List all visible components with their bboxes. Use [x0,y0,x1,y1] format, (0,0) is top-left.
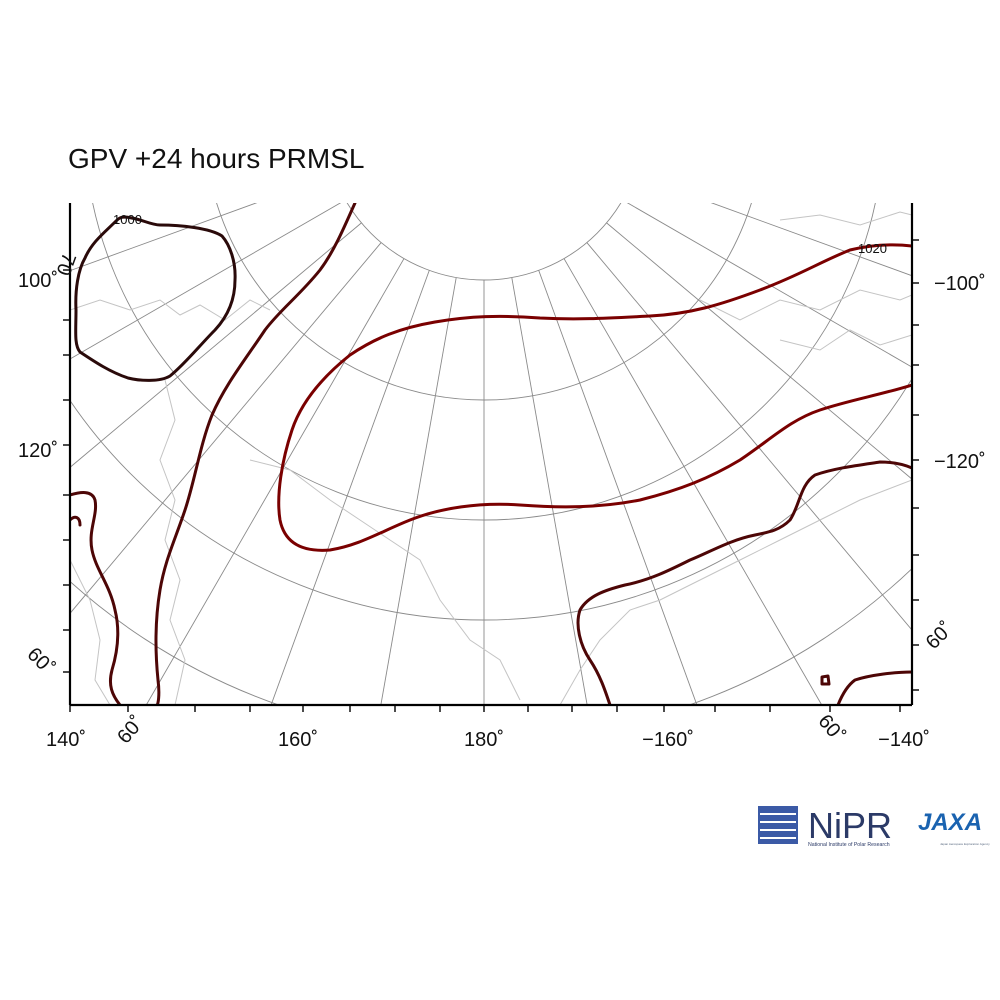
label-bottom-140: 140˚ [46,729,86,751]
label-left-100: 100˚ [18,270,58,292]
label-bottom-60-right: 60˚ [814,711,849,747]
meridian-line [586,242,912,631]
meridian-line [270,270,430,705]
meridian-line [70,203,342,360]
pressure-contours [70,203,912,705]
meridian-line [145,258,405,705]
coast-siberia-east [159,379,186,705]
contour-1020-high-loop [277,243,912,552]
meridian-line [511,277,588,705]
coast-canada-islands [779,329,912,351]
meridian-line [710,203,912,277]
map-title: GPV +24 hours PRMSL [68,143,365,174]
contour-small-island [820,674,831,686]
meridian-line [606,222,912,480]
label-bottom-180: 180˚ [464,729,504,751]
label-left-60: 60˚ [23,643,59,679]
contour-west-diagonal [154,203,357,705]
contour-far-west [70,491,122,705]
contour-south-alaska [576,460,912,705]
nipr-logo-text: NiPR [808,805,892,846]
meridian-line [380,277,457,705]
coast-kamchatka [70,559,111,705]
frame-ticks [63,239,919,712]
contour-southeast-corner [836,670,912,705]
coast-siberia-north [70,299,271,321]
coast-greenland-edge [779,211,912,226]
jaxa-logo-subtitle: Japan Aerospace Exploration Agency [940,842,990,846]
label-bottom-m140: −140˚ [878,729,930,751]
contour-label-1020: 1020 [858,241,887,256]
meridians [70,203,912,705]
meridian-line [563,258,823,705]
label-bottom-160: 160˚ [278,729,318,751]
label-bottom-m160: −160˚ [642,729,694,751]
meridian-line [626,203,912,368]
jaxa-logo: JAXA Japan Aerospace Exploration Agency [918,809,990,846]
contour-label-1000: 1000 [113,212,142,227]
contour-1000-low-ring [74,215,237,382]
coast-alaska [559,479,912,705]
label-right-m120: −120˚ [934,451,986,473]
jaxa-logo-text: JAXA [918,809,982,836]
label-left-120: 120˚ [18,440,58,462]
coast-canada-arctic [699,289,912,321]
coast-chukotka [249,459,521,701]
meridian-line [70,222,362,468]
nipr-logo-subtitle: National Institute of Polar Research [808,842,890,848]
nipr-logo: NiPR National Institute of Polar Researc… [758,805,892,848]
coastlines [70,211,912,705]
label-bottom-60-left: 60˚ [113,712,148,748]
label-right-m100: −100˚ [934,273,986,295]
meridian-line [70,203,258,272]
map-frame [68,203,914,707]
label-right-60: 60˚ [922,618,958,654]
meridian-line [538,270,698,705]
meridian-line [70,242,382,615]
